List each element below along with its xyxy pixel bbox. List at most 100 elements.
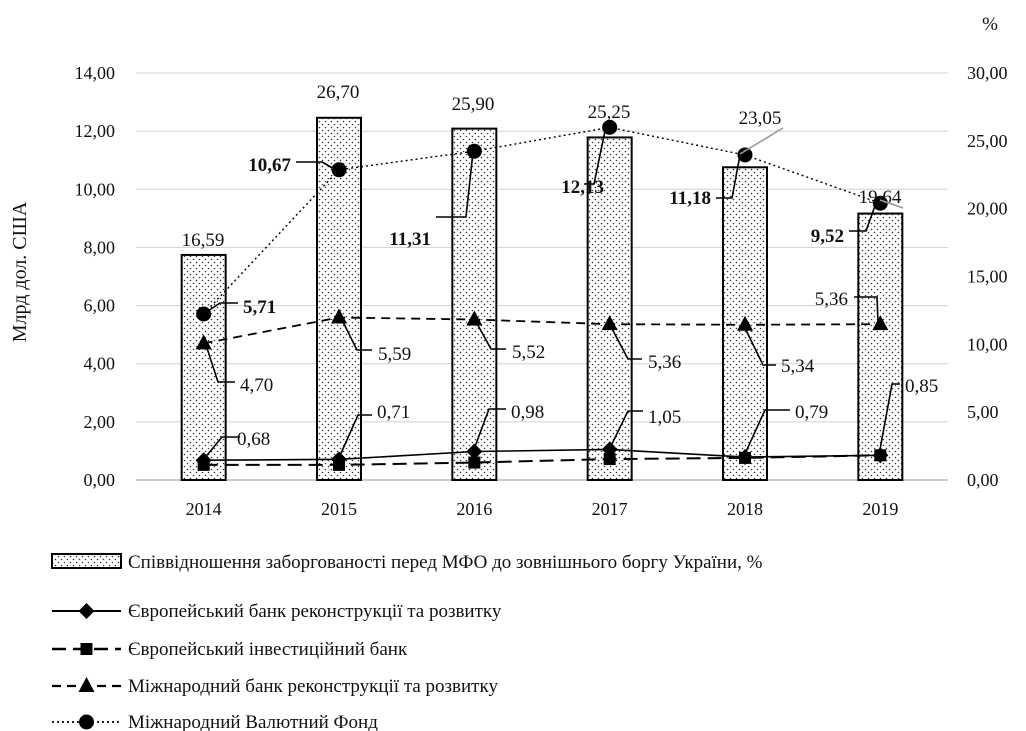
- data-point: [466, 143, 482, 159]
- leader-line: [202, 436, 240, 461]
- leader-line: [854, 296, 879, 323]
- data-point: [331, 308, 347, 324]
- right-tick-label: 0,00: [967, 470, 999, 490]
- data-point: [601, 315, 618, 331]
- right-tick-label: 10,00: [967, 334, 1008, 354]
- data-labels: 16,59 26,70 25,90 25,25 23,05 19,64 0,68 0,71 0,…: [182, 82, 938, 461]
- data-label: 1,05: [648, 407, 681, 428]
- data-label: 5,36: [648, 352, 681, 373]
- data-label: 5,59: [378, 344, 411, 365]
- data-point: [195, 334, 212, 350]
- data-point: [739, 451, 751, 464]
- bar: [316, 116, 362, 482]
- gridlines: [136, 72, 948, 481]
- series-triangle: [195, 308, 889, 350]
- right-tick-label: 30,00: [967, 63, 1008, 83]
- right-tick-label: 15,00: [967, 267, 1008, 287]
- x-tick-label: 2019: [862, 499, 898, 519]
- left-tick-label: 12,00: [75, 121, 116, 141]
- x-tick-label: 2017: [592, 499, 628, 519]
- leader-line: [609, 324, 642, 360]
- data-label: 16,59: [182, 230, 225, 251]
- leader-line: [584, 125, 607, 185]
- leader-line: [878, 383, 900, 456]
- right-tick-label: 25,00: [967, 131, 1008, 151]
- series-line: [203, 454, 881, 466]
- left-axis-label: Млрд дол. США: [9, 201, 31, 342]
- data-label: 0,85: [905, 376, 938, 397]
- leader-line: [849, 202, 877, 232]
- leader-line: [716, 154, 741, 199]
- leader-line: [474, 319, 506, 350]
- x-tick-label: 2015: [321, 499, 357, 519]
- data-point: [602, 119, 618, 135]
- leader-line: [743, 325, 776, 366]
- leader-line: [472, 408, 506, 453]
- x-tick-label: 2018: [727, 499, 763, 519]
- data-label: 19,64: [859, 187, 902, 208]
- data-label: 5,36: [815, 289, 848, 310]
- data-label: 5,71: [243, 297, 276, 318]
- data-point: [872, 195, 888, 211]
- x-tick-label: 2016: [456, 499, 492, 519]
- left-axis-ticks: 0,00 2,00 4,00 6,00 8,00 10,00 12,00 14,00: [75, 63, 116, 490]
- data-point: [468, 456, 481, 469]
- data-point: [872, 315, 889, 331]
- line-series: [195, 119, 889, 471]
- legend-label: Співвідношення заборгованості перед МФО …: [128, 552, 763, 573]
- right-tick-label: 5,00: [967, 402, 999, 422]
- leader-line: [743, 409, 790, 457]
- data-point: [603, 453, 616, 466]
- right-tick-label: 20,00: [967, 199, 1008, 219]
- bar: [451, 127, 498, 482]
- leader-line: [739, 127, 784, 155]
- left-tick-label: 0,00: [84, 470, 116, 490]
- x-tick-label: 2014: [186, 499, 222, 519]
- legend-label: Європейський інвестиційний банк: [128, 639, 408, 660]
- left-tick-label: 10,00: [75, 179, 116, 199]
- legend-label: Європейський банк реконструкції та розви…: [128, 601, 502, 622]
- data-point: [333, 458, 345, 471]
- legend-marker: [79, 714, 94, 730]
- legend-marker: [80, 643, 93, 655]
- data-label: 0,79: [795, 402, 828, 423]
- series-line: [203, 316, 881, 345]
- bar: [857, 212, 904, 481]
- right-axis-unit: %: [982, 14, 998, 35]
- data-label: 0,98: [511, 402, 544, 423]
- leader-line: [436, 151, 474, 218]
- series-circle: [196, 119, 888, 322]
- data-label: 9,52: [811, 226, 844, 247]
- left-tick-label: 14,00: [75, 63, 116, 83]
- left-tick-label: 2,00: [84, 412, 116, 432]
- legend-swatch-bar: [51, 553, 122, 569]
- data-point: [196, 306, 212, 322]
- data-label: 25,25: [588, 102, 631, 123]
- legend: Співвідношення заборгованості перед МФО …: [51, 552, 763, 731]
- data-label: 0,68: [237, 429, 270, 450]
- legend-marker: [78, 603, 95, 619]
- leader-line: [205, 344, 235, 383]
- bar: [180, 253, 227, 481]
- data-point: [737, 147, 753, 163]
- data-label: 5,52: [512, 342, 545, 363]
- left-tick-label: 6,00: [84, 296, 116, 316]
- leader-line: [296, 161, 337, 171]
- series-line: [203, 126, 881, 315]
- legend-label: Міжнародний Валютний Фонд: [128, 712, 378, 731]
- data-point: [874, 449, 887, 462]
- left-tick-label: 4,00: [84, 354, 116, 374]
- data-label: 11,18: [669, 188, 711, 209]
- bar: [586, 136, 633, 481]
- data-point: [466, 443, 483, 460]
- data-label: 5,34: [781, 356, 815, 377]
- leader-line: [340, 317, 372, 351]
- right-axis-ticks: 0,00 5,00 10,00 15,00 20,00 25,00 30,00: [967, 63, 1008, 490]
- data-label: 11,31: [389, 229, 431, 250]
- data-label: 12,13: [561, 177, 604, 198]
- data-point: [331, 162, 347, 178]
- data-label: 25,90: [452, 94, 495, 115]
- series-square: [197, 449, 887, 471]
- data-label: 23,05: [739, 108, 782, 129]
